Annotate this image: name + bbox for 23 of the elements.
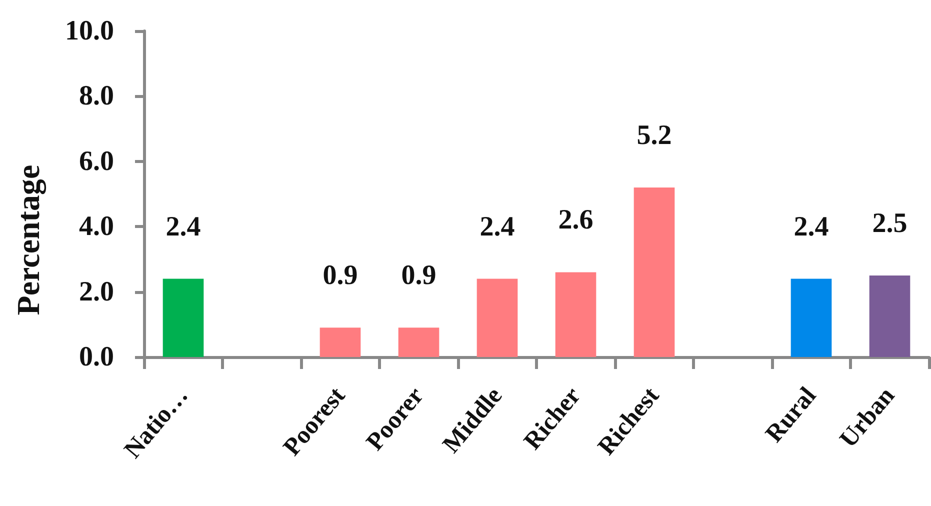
- y-tick-label: 6.0: [79, 146, 114, 177]
- data-label: 2.5: [872, 208, 908, 239]
- bar: [869, 276, 910, 357]
- bar: [320, 328, 361, 357]
- data-label: 2.6: [558, 204, 594, 236]
- y-tick-label: 10.0: [65, 16, 114, 46]
- bar: [162, 278, 204, 357]
- bar: [555, 272, 596, 357]
- bar: [476, 278, 518, 357]
- data-label: 2.4: [480, 211, 515, 242]
- y-tick-label: 8.0: [79, 80, 114, 112]
- y-tick-label: 2.0: [79, 276, 114, 308]
- data-label: 0.9: [322, 260, 358, 292]
- bar: [634, 187, 675, 357]
- bar: [398, 328, 440, 357]
- y-tick-label: 0.0: [79, 342, 114, 372]
- data-label: 5.2: [636, 120, 672, 151]
- y-tick-label: 4.0: [79, 211, 114, 242]
- data-label: 2.4: [166, 211, 201, 242]
- data-label: 0.9: [401, 260, 436, 292]
- data-label: 2.4: [794, 211, 829, 242]
- y-axis-title: Percentage: [10, 164, 47, 316]
- bar: [790, 278, 832, 357]
